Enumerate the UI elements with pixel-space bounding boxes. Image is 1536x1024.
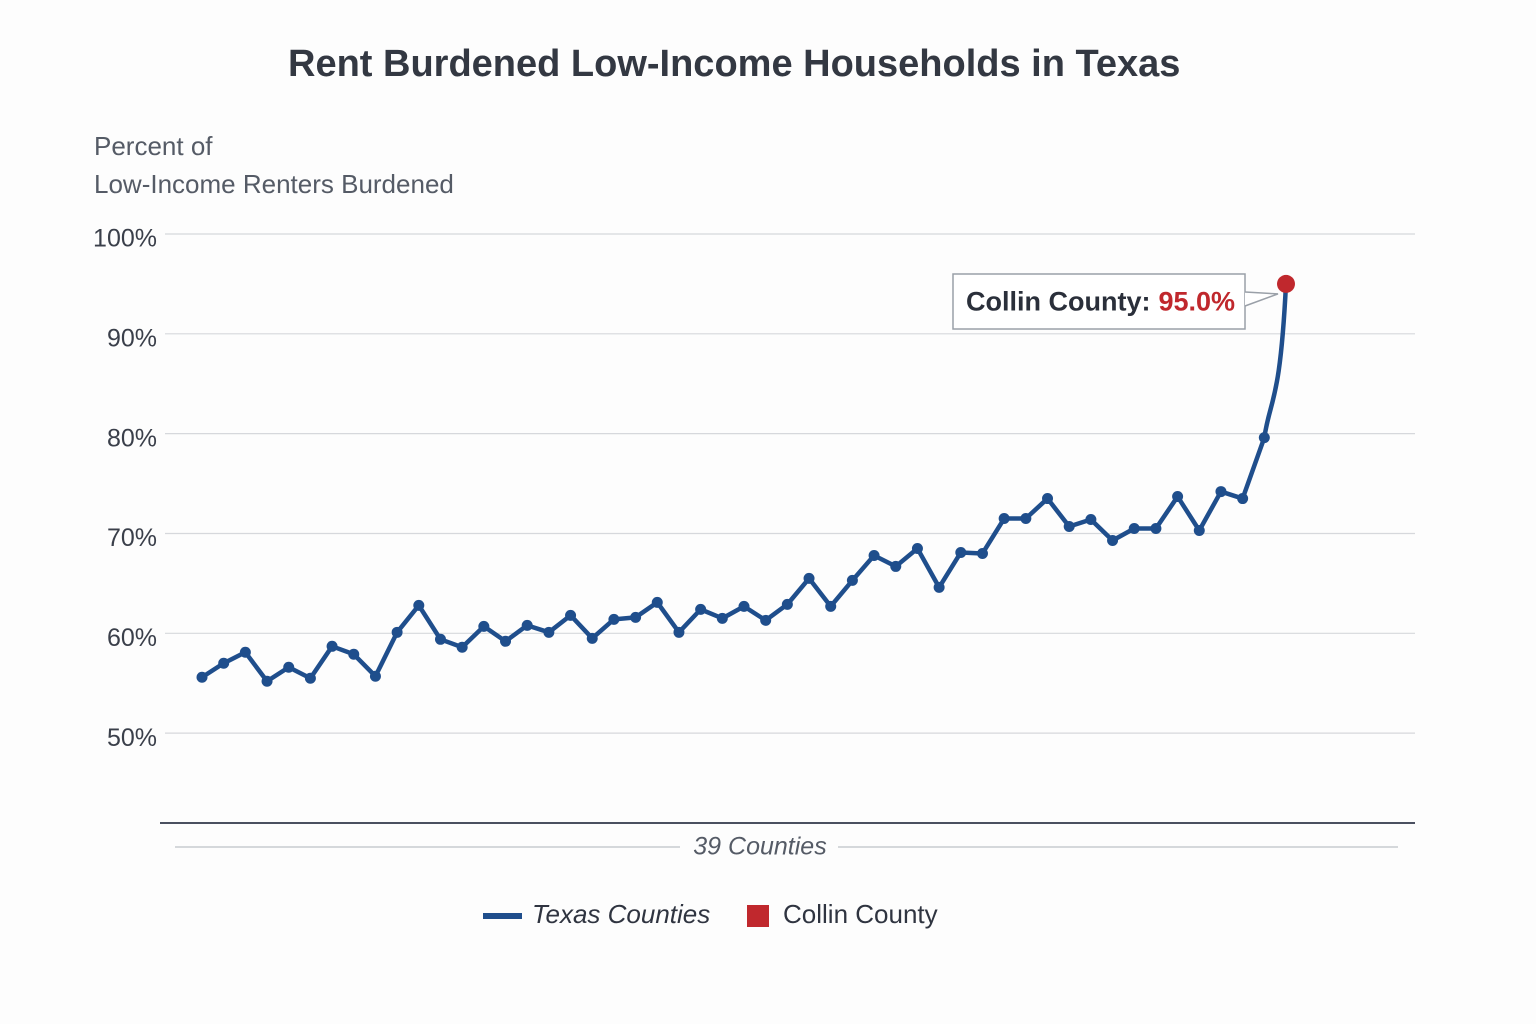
- data-point: [911, 542, 923, 554]
- data-point: [868, 549, 880, 561]
- data-point: [1172, 491, 1184, 503]
- data-point: [890, 560, 902, 572]
- data-point: [1128, 523, 1140, 534]
- data-point: [239, 646, 251, 658]
- x-axis-label: 39 Counties: [693, 833, 826, 861]
- data-point: [478, 620, 490, 632]
- data-point: [933, 581, 945, 593]
- annotation-text: Collin County:: [966, 287, 1150, 317]
- data-point: [1193, 524, 1205, 536]
- data-point: [304, 672, 316, 684]
- legend-swatch: [747, 905, 769, 927]
- data-point: [586, 632, 598, 644]
- data-point: [218, 657, 230, 669]
- series-line: [200, 436, 1267, 684]
- data-point: [283, 661, 295, 673]
- data-point: [825, 600, 837, 612]
- data-point: [998, 513, 1010, 525]
- data-point: [846, 574, 858, 586]
- data-point: [369, 670, 381, 682]
- highlight-point: [1277, 274, 1295, 293]
- y-tick-label: 60%: [107, 624, 157, 652]
- y-tick-label: 50%: [107, 724, 157, 752]
- data-point: [1107, 534, 1119, 546]
- data-point: [695, 603, 707, 615]
- annotation-value: 95.0%: [1158, 287, 1235, 317]
- data-point: [413, 599, 425, 611]
- data-point: [955, 546, 967, 558]
- y-tick-label: 90%: [107, 324, 157, 352]
- chart-title: Rent Burdened Low-Income Households in T…: [288, 43, 1180, 85]
- y-axis-label: Percent of: [94, 131, 213, 161]
- legend-label: Texas Counties: [532, 899, 710, 929]
- data-point: [673, 626, 685, 638]
- data-point: [803, 572, 815, 584]
- data-point: [630, 611, 642, 623]
- data-point: [1042, 493, 1054, 505]
- data-point: [716, 612, 728, 624]
- data-point: [348, 648, 360, 660]
- legend-label: Collin County: [783, 899, 938, 929]
- data-point: [1085, 514, 1097, 526]
- connector-line: [1262, 283, 1289, 438]
- data-point: [1063, 521, 1075, 533]
- data-point: [456, 641, 468, 653]
- data-point: [261, 675, 273, 687]
- y-tick-label: 100%: [93, 225, 157, 253]
- data-point: [1237, 493, 1249, 505]
- data-point: [196, 671, 208, 683]
- data-point: [608, 613, 620, 625]
- data-point: [434, 633, 446, 645]
- data-point: [1150, 523, 1162, 534]
- annotation-pointer: [1244, 291, 1279, 307]
- data-point: [781, 598, 793, 610]
- y-tick-label: 80%: [107, 424, 157, 452]
- data-point: [521, 619, 533, 631]
- data-point: [543, 626, 555, 638]
- annotation-box: [952, 273, 1246, 330]
- data-point: [738, 600, 750, 612]
- data-point: [1215, 486, 1227, 498]
- data-point: [976, 547, 988, 559]
- data-point: [651, 596, 663, 608]
- data-point: [760, 614, 772, 626]
- data-point: [1020, 513, 1032, 525]
- data-point: [500, 635, 512, 647]
- data-point: [565, 609, 577, 621]
- y-axis-label: Low-Income Renters Burdened: [94, 169, 454, 199]
- y-tick-label: 70%: [107, 524, 157, 552]
- data-point: [326, 640, 338, 652]
- data-point: [391, 626, 403, 638]
